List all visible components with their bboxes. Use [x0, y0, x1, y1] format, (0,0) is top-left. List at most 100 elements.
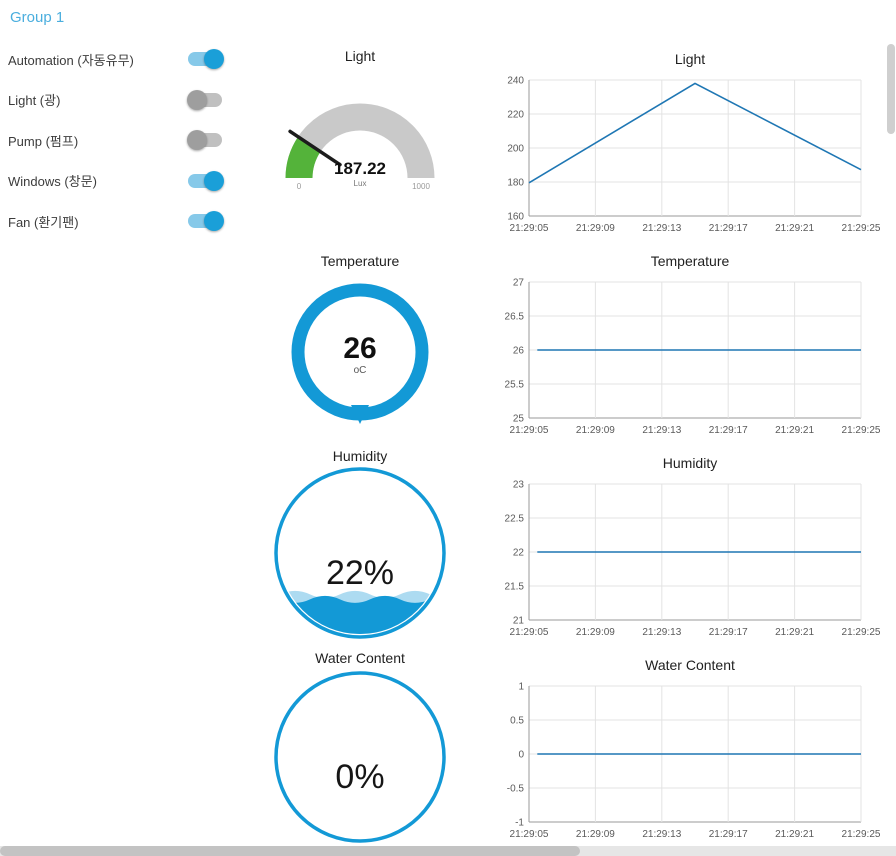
gauge-value: 26 — [343, 332, 376, 365]
svg-text:21.5: 21.5 — [505, 582, 525, 593]
switch-row-fan: Fan (환기팬) — [8, 201, 224, 242]
switch-row-automation: Automation (자동유무) — [8, 39, 224, 80]
svg-text:21:29:13: 21:29:13 — [642, 829, 681, 840]
svg-text:200: 200 — [507, 144, 524, 155]
temperature-gauge: 26 oC — [291, 283, 429, 424]
gauge-min-label: 0 — [297, 182, 302, 191]
svg-text:21:29:25: 21:29:25 — [842, 829, 881, 840]
chart-title: Humidity — [662, 455, 718, 471]
gauge-value: 0% — [335, 758, 384, 796]
svg-text:0.5: 0.5 — [510, 716, 524, 727]
temperature-chart: Temperature 27 26.5 26 25.5 25 21:29:05 21:29:… — [495, 250, 885, 449]
humidity-gauge-title: Humidity — [332, 448, 388, 464]
gauge-value: 22% — [326, 554, 394, 592]
switch-label: Automation (자동유무) — [8, 52, 134, 68]
svg-text:22: 22 — [513, 548, 525, 559]
chart-title: Light — [674, 51, 706, 67]
donut-pointer — [351, 405, 369, 424]
toggle-knob — [204, 170, 224, 191]
gauge-units: oC — [354, 365, 367, 376]
svg-text:21:29:25: 21:29:25 — [842, 627, 881, 638]
group-title: Group 1 — [10, 9, 65, 26]
gauge-level-arc — [285, 136, 321, 179]
chart-title: Temperature — [650, 253, 730, 269]
svg-text:21:29:05: 21:29:05 — [510, 223, 549, 234]
svg-text:21:29:13: 21:29:13 — [642, 627, 681, 638]
svg-text:21:29:21: 21:29:21 — [775, 829, 814, 840]
svg-text:21:29:05: 21:29:05 — [510, 627, 549, 638]
toggle-knob — [204, 211, 224, 232]
humidity-chart: Humidity 23 22.5 22 21.5 21 21:29:05 21:29:09 2… — [495, 452, 885, 651]
switch-label: Windows (창문) — [8, 174, 97, 190]
vertical-scrollbar-thumb[interactable] — [887, 44, 895, 134]
svg-text:21:29:05: 21:29:05 — [510, 425, 549, 436]
svg-text:21:29:17: 21:29:17 — [709, 627, 748, 638]
automation-toggle[interactable] — [187, 49, 224, 70]
humidity-gauge: 22% — [274, 467, 446, 639]
pump-toggle[interactable] — [187, 130, 224, 151]
svg-text:160: 160 — [507, 212, 524, 223]
water-gauge-title: Water Content — [315, 650, 405, 666]
light-gauge-title: Light — [344, 48, 376, 64]
svg-text:26: 26 — [513, 346, 525, 357]
svg-text:27: 27 — [513, 278, 525, 289]
svg-text:-1: -1 — [515, 818, 524, 829]
svg-text:21:29:17: 21:29:17 — [709, 425, 748, 436]
switch-row-light: Light (광) — [8, 80, 224, 121]
gauge-needle — [288, 129, 342, 167]
gauge-value: 187.22 — [334, 159, 386, 178]
light-toggle[interactable] — [187, 89, 224, 110]
toggle-knob — [187, 89, 207, 110]
switch-label: Light (광) — [8, 93, 61, 109]
svg-text:21:29:21: 21:29:21 — [775, 425, 814, 436]
svg-text:1: 1 — [518, 682, 524, 693]
switch-label: Pump (펌프) — [8, 133, 79, 149]
liquid-circle — [274, 467, 446, 639]
water-content-chart: Water Content 1 0.5 0 -0.5 -1 21:29:05 21:29:0… — [495, 654, 885, 853]
svg-text:240: 240 — [507, 76, 524, 87]
svg-text:21:29:09: 21:29:09 — [576, 627, 615, 638]
horizontal-scrollbar[interactable] — [0, 846, 896, 856]
svg-text:21:29:13: 21:29:13 — [642, 425, 681, 436]
light-gauge: 187.22 Lux 0 1000 — [285, 103, 435, 191]
svg-text:21:29:21: 21:29:21 — [775, 627, 814, 638]
svg-text:21:29:09: 21:29:09 — [576, 425, 615, 436]
svg-text:21: 21 — [513, 616, 525, 627]
svg-text:25: 25 — [513, 414, 525, 425]
svg-text:0: 0 — [518, 750, 524, 761]
svg-text:21:29:05: 21:29:05 — [510, 829, 549, 840]
svg-text:21:29:17: 21:29:17 — [709, 223, 748, 234]
svg-text:25.5: 25.5 — [505, 380, 525, 391]
water-content-gauge: 0% — [274, 671, 446, 843]
svg-text:21:29:09: 21:29:09 — [576, 829, 615, 840]
svg-text:21:29:25: 21:29:25 — [842, 425, 881, 436]
light-chart: Light 240 220 200 180 160 21:29:05 21:29:09 21:… — [495, 48, 885, 247]
svg-text:21:29:21: 21:29:21 — [775, 223, 814, 234]
switch-column: Automation (자동유무) Light (광) Pump (펌프) Wi… — [8, 39, 224, 242]
gauge-units: Lux — [354, 179, 367, 188]
switch-row-windows: Windows (창문) — [8, 161, 224, 202]
chart-title: Water Content — [645, 657, 735, 673]
fan-toggle[interactable] — [187, 211, 224, 232]
svg-text:23: 23 — [513, 480, 525, 491]
temperature-gauge-title: Temperature — [320, 253, 400, 269]
gauge-max-label: 1000 — [412, 182, 430, 191]
svg-text:21:29:17: 21:29:17 — [709, 829, 748, 840]
svg-text:220: 220 — [507, 110, 524, 121]
windows-toggle[interactable] — [187, 170, 224, 191]
switch-label: Fan (환기팬) — [8, 214, 79, 230]
toggle-knob — [204, 49, 224, 70]
liquid-circle — [274, 671, 446, 843]
svg-text:21:29:09: 21:29:09 — [576, 223, 615, 234]
horizontal-scrollbar-thumb[interactable] — [0, 846, 580, 856]
svg-text:180: 180 — [507, 178, 524, 189]
svg-text:-0.5: -0.5 — [507, 784, 525, 795]
toggle-knob — [187, 130, 207, 151]
svg-text:21:29:13: 21:29:13 — [642, 223, 681, 234]
switch-row-pump: Pump (펌프) — [8, 120, 224, 161]
svg-text:22.5: 22.5 — [505, 514, 525, 525]
